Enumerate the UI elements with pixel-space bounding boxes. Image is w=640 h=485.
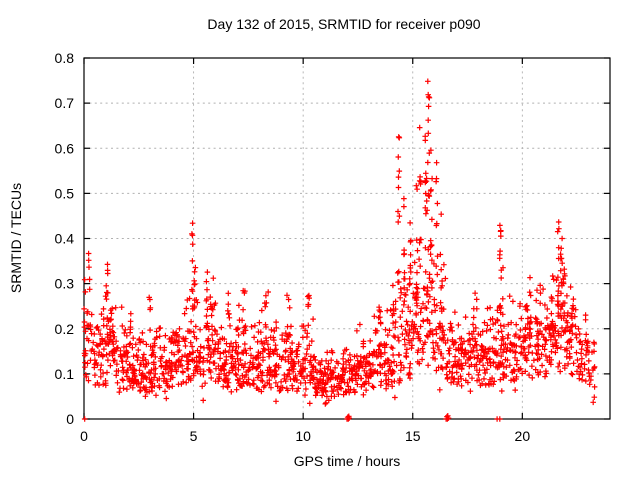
x-tick-label: 0 bbox=[80, 428, 88, 444]
x-tick-label: 15 bbox=[405, 428, 421, 444]
y-tick-label: 0.2 bbox=[55, 321, 75, 337]
y-tick-label: 0.7 bbox=[55, 95, 75, 111]
data-points-srmtid bbox=[81, 78, 598, 422]
scatter-plus-markers bbox=[81, 78, 598, 422]
y-tick-label: 0.3 bbox=[55, 276, 75, 292]
y-tick-label: 0 bbox=[66, 411, 74, 427]
y-tick-label: 0.6 bbox=[55, 140, 75, 156]
x-tick-label: 20 bbox=[515, 428, 531, 444]
chart-title: Day 132 of 2015, SRMTID for receiver p09… bbox=[207, 16, 480, 32]
x-tick-label: 5 bbox=[190, 428, 198, 444]
tick-labels: 0 5 10 15 20 0 0.1 0.2 0.3 0.4 0.5 0.6 0.7 0.8 bbox=[55, 50, 531, 444]
grid-lines bbox=[84, 58, 610, 419]
x-axis-label: GPS time / hours bbox=[294, 453, 401, 469]
y-tick-label: 0.8 bbox=[55, 50, 75, 66]
y-axis-label: SRMTID / TECUs bbox=[8, 183, 24, 293]
y-tick-label: 0.4 bbox=[55, 231, 75, 247]
y-tick-label: 0.5 bbox=[55, 185, 75, 201]
x-tick-label: 10 bbox=[295, 428, 311, 444]
y-tick-label: 0.1 bbox=[55, 366, 75, 382]
